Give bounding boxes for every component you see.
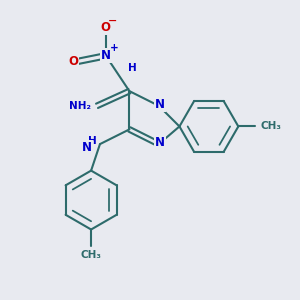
Text: −: −: [108, 16, 117, 26]
Text: O: O: [101, 21, 111, 34]
Text: N: N: [155, 136, 165, 149]
Text: N: N: [82, 141, 92, 154]
Text: CH₃: CH₃: [81, 250, 102, 260]
Text: H: H: [128, 63, 137, 73]
Text: N: N: [155, 98, 165, 111]
Text: H: H: [88, 136, 97, 146]
Text: CH₃: CH₃: [260, 122, 281, 131]
Text: O: O: [68, 55, 78, 68]
Text: +: +: [110, 44, 119, 53]
Text: NH₂: NH₂: [69, 101, 91, 111]
Text: N: N: [101, 49, 111, 62]
